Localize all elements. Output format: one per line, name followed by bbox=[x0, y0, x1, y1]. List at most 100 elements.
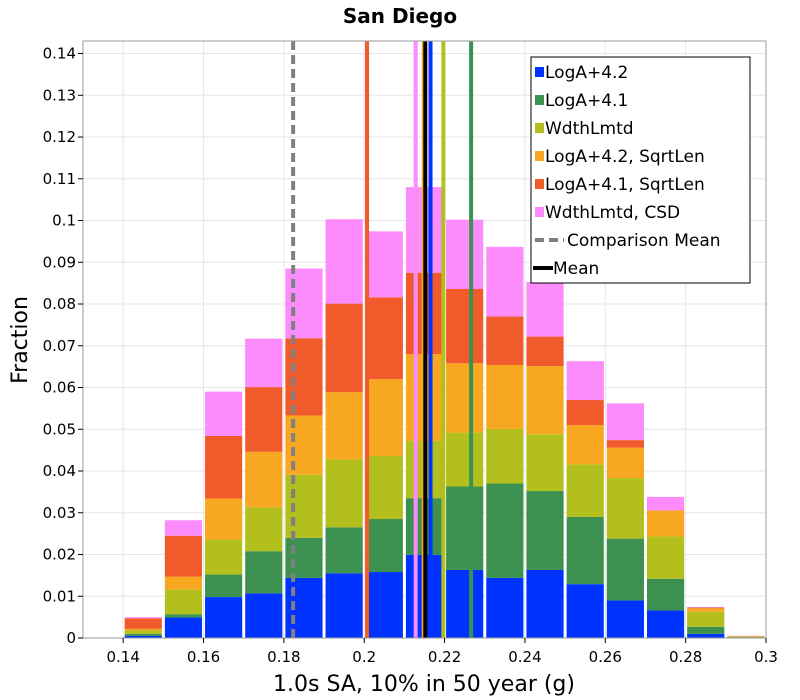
bar-segment-loga-4-1 bbox=[526, 491, 564, 570]
bar-segment-wdthlmtd bbox=[124, 630, 162, 634]
bar-segment-loga-4-2-sqrtlen bbox=[205, 498, 243, 540]
x-tick-label: 0.14 bbox=[106, 648, 139, 666]
bar-segment-loga-4-1 bbox=[164, 614, 203, 618]
bar-segment-loga-4-1-sqrtlen bbox=[526, 336, 564, 367]
y-tick-label: 0.09 bbox=[43, 253, 76, 271]
bar-segment-loga-4-1-sqrtlen bbox=[325, 303, 363, 393]
y-axis-title: Fraction bbox=[8, 296, 33, 384]
bar-segment-loga-4-2-sqrtlen bbox=[325, 392, 363, 460]
bar-segment-loga-4-1 bbox=[365, 519, 403, 573]
y-tick-label: 0.05 bbox=[43, 420, 76, 438]
bar-segment-loga-4-2 bbox=[646, 610, 685, 638]
bar-segment-wdthlmtd bbox=[486, 428, 524, 484]
y-tick-label: 0.12 bbox=[43, 128, 76, 146]
bar-segment-loga-4-2 bbox=[526, 569, 564, 638]
bar-segment-loga-4-1 bbox=[124, 633, 162, 636]
y-tick-label: 0.13 bbox=[43, 86, 76, 104]
y-tick-label: 0.06 bbox=[43, 379, 76, 397]
bar-segment-wdthlmtd-csd bbox=[526, 281, 564, 337]
bar-segment-loga-4-2-sqrtlen bbox=[245, 451, 283, 508]
bar-segment-wdthlmtd-csd bbox=[446, 219, 484, 289]
bar-segment-wdthlmtd bbox=[245, 507, 283, 552]
x-axis-ticks: 0.14 0.16 0.18 0.2 0.22 0.24 0.26 0.28 0.3 bbox=[106, 638, 778, 666]
y-tick-label: 0.04 bbox=[43, 462, 76, 480]
legend-swatch bbox=[535, 67, 544, 77]
bar-segment-loga-4-2-sqrtlen bbox=[486, 364, 524, 429]
y-tick-label: 0.07 bbox=[43, 337, 76, 355]
legend-swatch bbox=[535, 95, 544, 105]
bar-segment-loga-4-2 bbox=[566, 584, 604, 638]
bar-segment-loga-4-2-sqrtlen bbox=[365, 379, 403, 456]
legend-swatch bbox=[535, 179, 544, 189]
bar-segment-loga-4-2-sqrtlen bbox=[164, 576, 203, 590]
y-axis-ticks: 0 0.01 0.02 0.03 0.04 0.05 0.06 0.07 0.08 0.09 0.1… bbox=[43, 45, 83, 647]
y-tick-label: 0.1 bbox=[52, 212, 76, 230]
bar-segment-wdthlmtd-csd bbox=[124, 617, 162, 619]
y-tick-label: 0.08 bbox=[43, 295, 76, 313]
bar-segment-loga-4-2-sqrtlen bbox=[526, 366, 564, 435]
y-tick-label: 0.01 bbox=[43, 587, 76, 605]
bar-segment-loga-4-1-sqrtlen bbox=[566, 400, 604, 426]
bar-segment-wdthlmtd bbox=[687, 611, 725, 627]
bar-segment-wdthlmtd bbox=[325, 459, 363, 528]
x-tick-label: 0.28 bbox=[669, 648, 702, 666]
bar-segment-loga-4-1-sqrtlen bbox=[365, 297, 403, 380]
plot-frame bbox=[82, 40, 767, 639]
bar-segment-loga-4-1 bbox=[446, 486, 484, 570]
legend-swatch bbox=[535, 207, 544, 217]
y-tick-label: 0.03 bbox=[43, 504, 76, 522]
bar-segment-wdthlmtd-csd bbox=[365, 231, 403, 298]
x-tick-label: 0.26 bbox=[589, 648, 622, 666]
bar-segment-loga-4-2 bbox=[164, 617, 203, 638]
bar-segment-wdthlmtd-csd bbox=[205, 391, 243, 436]
legend-label: LogA+4.2, SqrtLen bbox=[545, 147, 705, 167]
bar-segment-loga-4-1 bbox=[646, 578, 685, 611]
legend: LogA+4.2 LogA+4.1 WdthLmtd LogA+4.2, SqrtLe… bbox=[530, 56, 751, 284]
mean-lines bbox=[291, 41, 474, 638]
legend-swatch bbox=[535, 123, 544, 133]
bar-segment-wdthlmtd-csd bbox=[606, 403, 644, 441]
bar-segment-loga-4-1-sqrtlen bbox=[164, 535, 203, 577]
bar-segment-loga-4-1 bbox=[285, 537, 323, 578]
legend-label: WdthLmtd bbox=[545, 119, 634, 139]
bar-segment-wdthlmtd-csd bbox=[566, 361, 604, 401]
bar-segment-loga-4-1-sqrtlen bbox=[606, 440, 644, 448]
x-axis-title: 1.0s SA, 10% in 50 year (g) bbox=[273, 672, 575, 697]
bar-segment-loga-4-1 bbox=[566, 516, 604, 585]
bar-segment-loga-4-2 bbox=[124, 635, 162, 638]
bar-segment-loga-4-2 bbox=[606, 600, 644, 638]
bar-segment-wdthlmtd bbox=[526, 434, 564, 492]
x-tick-label: 0.2 bbox=[352, 648, 376, 666]
bar-segment-loga-4-2 bbox=[325, 573, 363, 638]
x-tick-label: 0.18 bbox=[267, 648, 300, 666]
bar-segment-wdthlmtd-csd bbox=[285, 268, 323, 339]
bar-segment-loga-4-2 bbox=[285, 577, 323, 638]
bar-segment-loga-4-1 bbox=[486, 483, 524, 578]
x-tick-label: 0.24 bbox=[508, 648, 541, 666]
bar-segment-loga-4-2-sqrtlen bbox=[446, 363, 484, 433]
y-tick-label: 0 bbox=[66, 629, 76, 647]
y-tick-label: 0.02 bbox=[43, 546, 76, 564]
bar-segment-loga-4-1 bbox=[687, 626, 725, 634]
x-tick-label: 0.16 bbox=[187, 648, 220, 666]
x-tick-label: 0.22 bbox=[428, 648, 461, 666]
bar-segment-loga-4-1 bbox=[606, 538, 644, 601]
bar-segment-wdthlmtd-csd bbox=[245, 338, 283, 388]
bar-segment-loga-4-2-sqrtlen bbox=[606, 447, 644, 479]
bar-segment-wdthlmtd-csd bbox=[164, 520, 203, 536]
legend-swatch bbox=[535, 151, 544, 161]
bar-segment-wdthlmtd-csd bbox=[486, 246, 524, 317]
bar-segment-loga-4-2 bbox=[365, 572, 403, 638]
bar-segment-wdthlmtd bbox=[285, 474, 323, 538]
bar-segment-loga-4-1-sqrtlen bbox=[687, 607, 725, 609]
bar-segment-loga-4-2-sqrtlen bbox=[285, 415, 323, 475]
plot-border bbox=[82, 40, 767, 639]
bar-segment-wdthlmtd bbox=[205, 539, 243, 575]
legend-label: LogA+4.2 bbox=[545, 63, 628, 83]
bar-segment-loga-4-1 bbox=[245, 551, 283, 594]
legend-box bbox=[530, 56, 751, 284]
legend-label: Comparison Mean bbox=[567, 231, 721, 251]
bar-segment-wdthlmtd bbox=[646, 536, 685, 579]
x-tick-label: 0.3 bbox=[754, 648, 778, 666]
legend-label: LogA+4.1, SqrtLen bbox=[545, 175, 705, 195]
